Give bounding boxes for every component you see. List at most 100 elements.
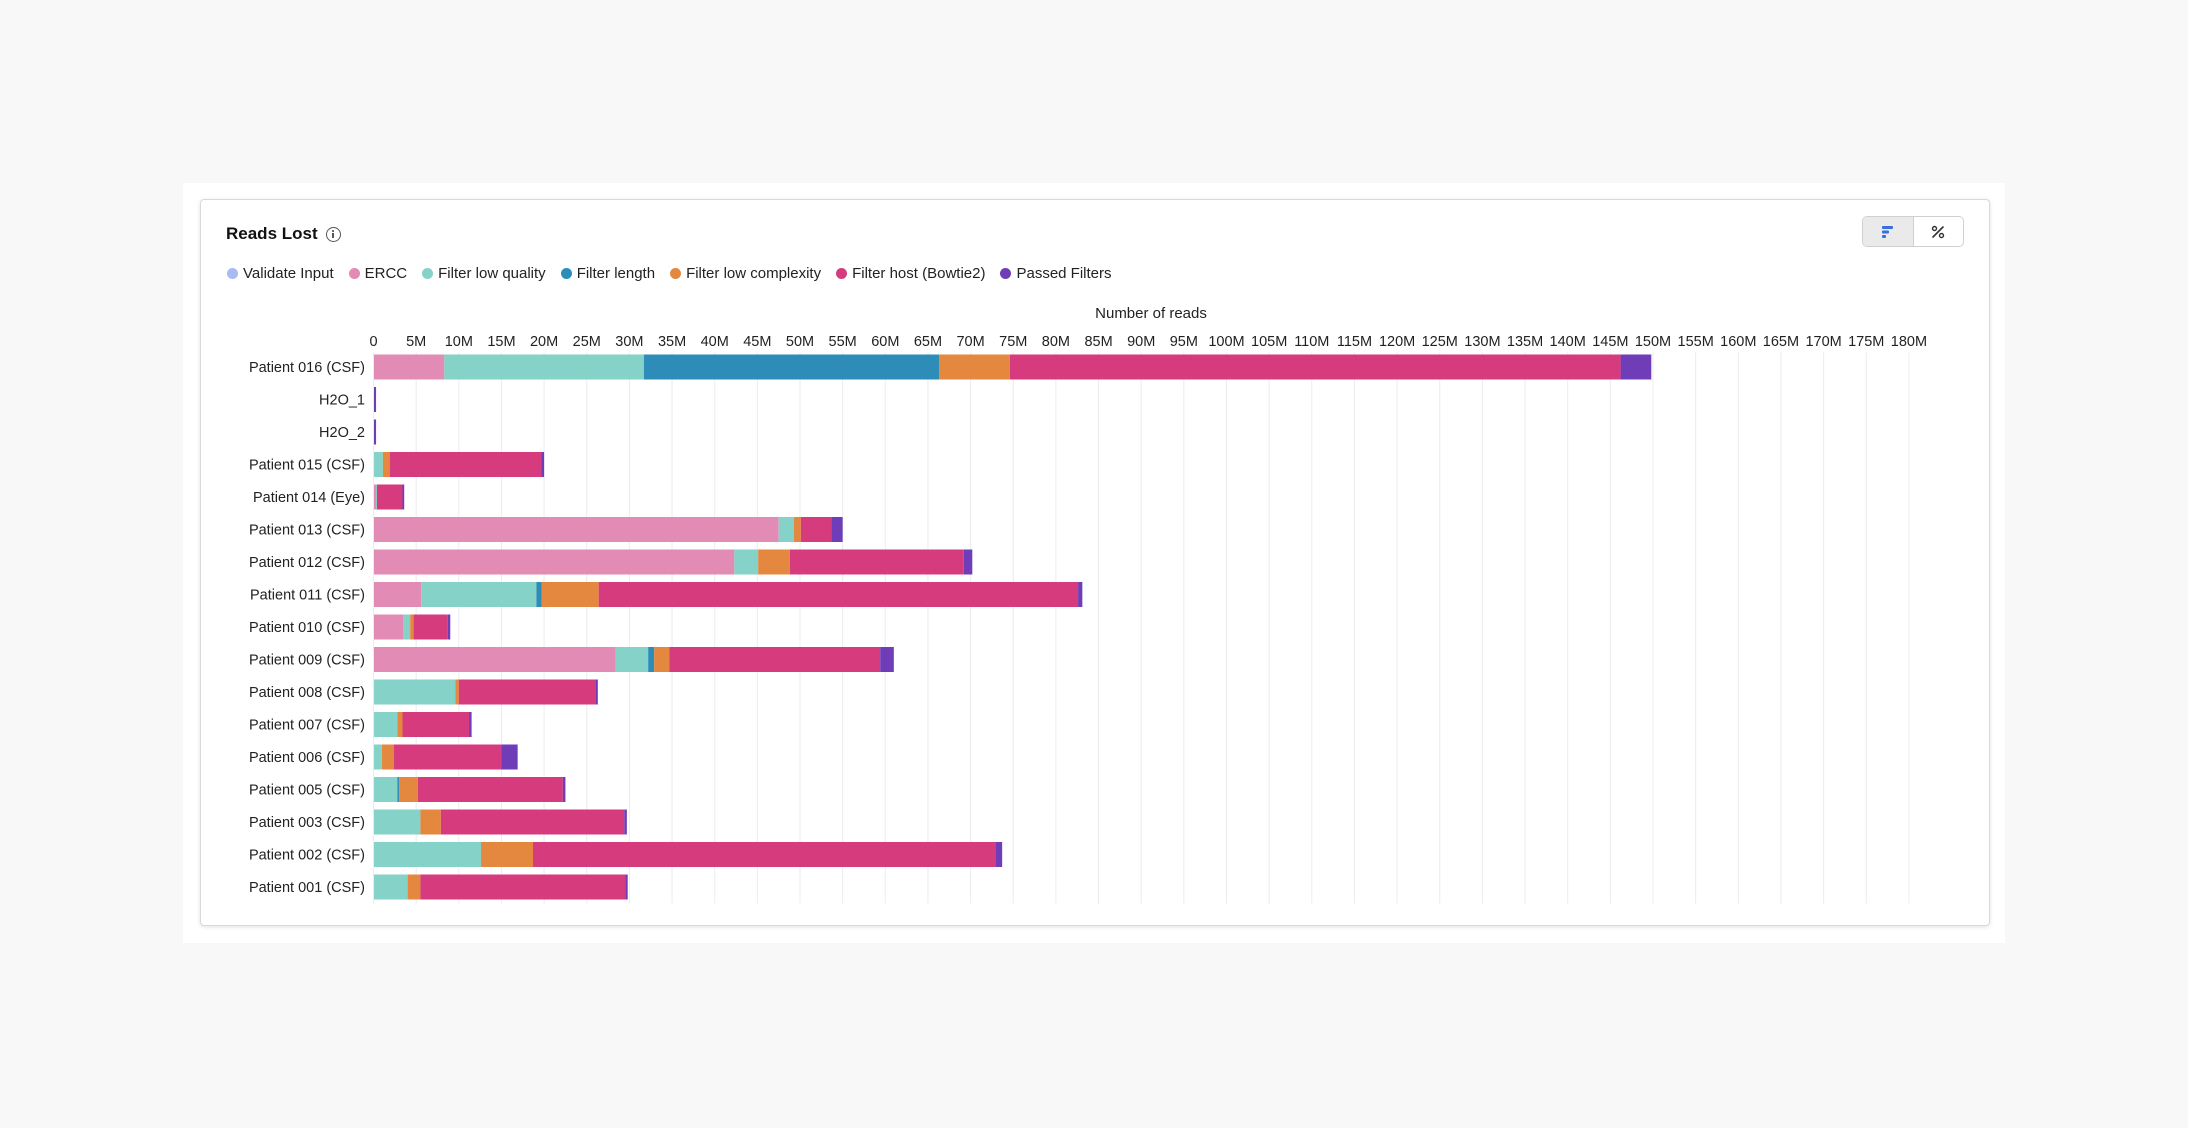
x-tick-label: 145M (1592, 334, 1628, 350)
x-tick-label: 20M (530, 334, 558, 350)
card-header: Reads Lost (226, 224, 341, 244)
bar-segment-filter-host-bowtie2 (402, 712, 470, 737)
x-tick-label: 5M (406, 334, 426, 350)
bar-segment-passed-filters (624, 809, 627, 835)
bar-segment-filter-low-quality (403, 614, 411, 640)
bar-segment-filter-host-bowtie2 (420, 874, 626, 900)
bar-segment-filter-host-bowtie2 (458, 679, 596, 705)
bar-segment-filter-low-complexity (382, 452, 390, 477)
count-view-button[interactable] (1863, 217, 1914, 246)
bar-segment-filter-low-complexity (399, 777, 418, 802)
bar-segment-passed-filters (373, 419, 377, 445)
legend-item-filter-host-bowtie2[interactable]: Filter host (Bowtie2) (836, 265, 985, 282)
y-category-label: Patient 015 (CSF) (249, 458, 365, 474)
x-tick-label: 95M (1170, 334, 1198, 350)
bar-segment-filter-host-bowtie2 (393, 744, 502, 770)
bar-segment-ercc (373, 354, 445, 380)
legend-swatch (348, 268, 360, 279)
bar-segment-filter-host-bowtie2 (533, 842, 996, 867)
horizontal-bars-icon (1881, 225, 1893, 238)
bar-segment-filter-host-bowtie2 (389, 452, 542, 477)
x-tick-label: 130M (1464, 334, 1500, 350)
x-tick-label: 45M (743, 334, 771, 350)
bar-segment-filter-low-complexity (407, 874, 421, 900)
bar-segment-filter-low-complexity (455, 679, 459, 705)
bar-segment-passed-filters (831, 517, 843, 542)
legend-item-filter-length[interactable]: Filter length (560, 265, 656, 282)
bar-segment-filter-low-quality (734, 549, 759, 575)
bar-segment-filter-low-quality (373, 842, 481, 867)
y-category-label: H2O_1 (319, 393, 365, 409)
x-tick-label: 50M (786, 334, 814, 350)
percent-view-button[interactable] (1914, 217, 1964, 246)
x-tick-label: 180M (1891, 334, 1927, 350)
bar-segment-filter-length (397, 777, 400, 802)
bar-segment-filter-low-complexity (758, 549, 790, 575)
x-tick-label: 15M (487, 334, 515, 350)
y-category-label: H2O_2 (319, 425, 365, 441)
bar-segment-filter-host-bowtie2 (789, 549, 964, 575)
y-category-label: Patient 005 (CSF) (249, 783, 365, 799)
bar-segment-passed-filters (402, 484, 405, 510)
bar-segment-filter-length (643, 354, 940, 380)
y-category-label: Patient 006 (CSF) (249, 750, 365, 766)
bar-segment-passed-filters (995, 842, 1003, 867)
y-category-label: Patient 009 (CSF) (249, 653, 365, 669)
bar-segment-ercc (373, 517, 779, 542)
bar-segment-filter-low-complexity (794, 517, 801, 542)
x-tick-label: 165M (1763, 334, 1799, 350)
x-tick-label: 55M (829, 334, 857, 350)
bar-segment-filter-low-complexity (541, 582, 599, 607)
legend-label: Filter low complexity (686, 265, 822, 282)
legend-item-validate-input[interactable]: Validate Input (227, 265, 334, 282)
bar-segment-filter-low-quality (373, 809, 421, 835)
x-tick-label: 155M (1678, 334, 1714, 350)
bar-segment-filter-low-complexity (410, 614, 414, 640)
legend-item-filter-low-complexity[interactable]: Filter low complexity (670, 265, 821, 282)
x-tick-label: 60M (871, 334, 899, 350)
legend-item-ercc[interactable]: ERCC (348, 265, 407, 282)
bar-segment-filter-low-complexity (397, 712, 403, 737)
chart-legend: Validate Input ERCC Filter low quality Filt… (227, 265, 1127, 282)
bar-segment-filter-low-quality (444, 354, 644, 380)
x-tick-label: 115M (1337, 334, 1372, 350)
y-category-label: Patient 013 (CSF) (249, 523, 365, 539)
view-toggle (1862, 216, 1964, 247)
bar-segment-filter-low-complexity (382, 744, 394, 770)
x-tick-label: 150M (1635, 334, 1671, 350)
x-tick-label: 90M (1127, 334, 1155, 350)
bar-segment-filter-low-quality (373, 874, 408, 900)
x-tick-label: 85M (1084, 334, 1112, 350)
info-icon[interactable] (325, 226, 341, 242)
bar-segment-ercc (373, 484, 377, 510)
x-axis-label: Number of reads (1095, 305, 1207, 322)
bar-segment-passed-filters (1078, 582, 1083, 607)
percent-icon (1932, 225, 1945, 238)
x-tick-label: 30M (615, 334, 643, 350)
bar-segment-filter-low-quality (373, 712, 398, 737)
bar-segment-filter-low-quality (376, 484, 378, 510)
bar-segment-passed-filters (562, 777, 566, 802)
legend-item-filter-low-quality[interactable]: Filter low quality (422, 265, 546, 282)
bar-segment-filter-low-complexity (654, 647, 670, 672)
legend-label: Filter length (576, 265, 656, 282)
bar-segment-filter-host-bowtie2 (669, 647, 881, 672)
y-category-label: Patient 010 (CSF) (249, 620, 365, 636)
legend-swatch (560, 268, 572, 279)
x-tick-label: 70M (956, 334, 984, 350)
legend-swatch (227, 268, 238, 279)
bar-segment-ercc (373, 614, 404, 640)
bar-segment-filter-host-bowtie2 (1009, 354, 1621, 380)
bar-segment-ercc (373, 582, 422, 607)
bar-segment-passed-filters (541, 452, 545, 477)
legend-item-passed-filters[interactable]: Passed Filters (1000, 265, 1112, 282)
x-tick-label: 175M (1848, 334, 1884, 350)
y-category-label: Patient 012 (CSF) (249, 555, 365, 571)
bar-segment-passed-filters (373, 387, 377, 412)
bar-segment-filter-host-bowtie2 (598, 582, 1079, 607)
bar-segment-ercc (373, 549, 735, 575)
bar-segment-passed-filters (1620, 354, 1652, 380)
bar-segment-passed-filters (501, 744, 518, 770)
x-tick-label: 160M (1720, 334, 1756, 350)
bar-segment-filter-low-quality (373, 452, 383, 477)
